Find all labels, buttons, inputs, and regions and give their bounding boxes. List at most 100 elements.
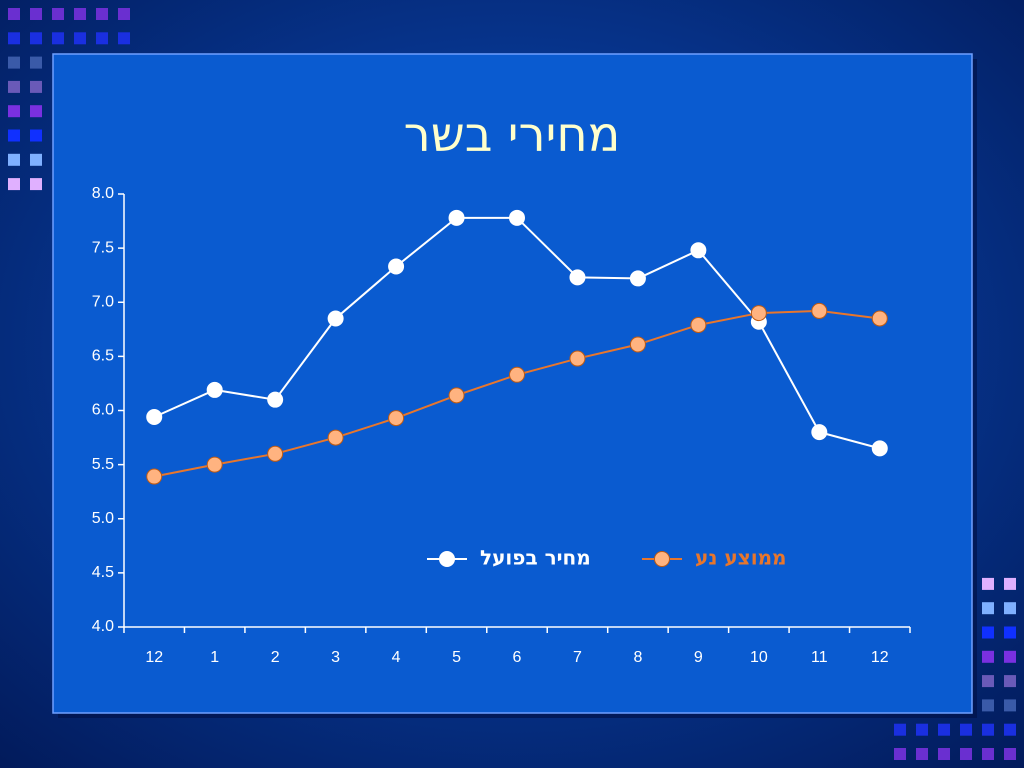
x-tick-label: 5 bbox=[452, 649, 461, 666]
deco-square bbox=[74, 8, 86, 20]
data-point bbox=[267, 391, 284, 408]
deco-square bbox=[96, 32, 108, 45]
y-tick-label: 7.0 bbox=[92, 293, 114, 310]
legend-marker bbox=[654, 551, 670, 567]
deco-square bbox=[916, 723, 928, 736]
data-point bbox=[388, 410, 405, 427]
deco-square bbox=[30, 32, 42, 45]
deco-square bbox=[938, 748, 950, 760]
data-point bbox=[267, 445, 284, 462]
y-tick-label: 4.0 bbox=[92, 618, 114, 635]
deco-square bbox=[960, 723, 972, 736]
y-tick-label: 4.5 bbox=[92, 564, 114, 581]
x-tick-label: 12 bbox=[145, 649, 163, 666]
deco-square bbox=[982, 675, 994, 688]
y-tick-label: 8.0 bbox=[92, 185, 114, 202]
deco-square bbox=[74, 32, 86, 45]
deco-square bbox=[894, 748, 906, 760]
deco-square bbox=[982, 748, 994, 760]
data-point bbox=[690, 242, 707, 259]
x-tick-label: 8 bbox=[633, 649, 642, 666]
deco-square bbox=[1004, 699, 1016, 712]
y-tick-label: 6.0 bbox=[92, 402, 114, 419]
deco-square bbox=[1004, 748, 1016, 760]
deco-square bbox=[982, 723, 994, 736]
deco-square bbox=[30, 80, 42, 93]
y-tick-label: 5.5 bbox=[92, 456, 114, 473]
data-point bbox=[871, 310, 888, 327]
x-tick-label: 10 bbox=[750, 649, 768, 666]
chart-title: מחירי בשר bbox=[404, 107, 621, 163]
deco-square bbox=[8, 105, 20, 118]
data-point bbox=[448, 209, 465, 226]
data-point bbox=[629, 270, 646, 287]
legend-marker bbox=[439, 551, 455, 567]
data-point bbox=[146, 408, 163, 425]
deco-square bbox=[30, 129, 42, 142]
deco-square bbox=[1004, 626, 1016, 639]
deco-square bbox=[30, 105, 42, 118]
data-point bbox=[509, 209, 525, 226]
data-point bbox=[750, 305, 767, 322]
data-point bbox=[206, 381, 223, 398]
data-point bbox=[811, 302, 828, 319]
panel bbox=[52, 53, 973, 714]
deco-square bbox=[118, 32, 130, 45]
data-point bbox=[327, 310, 344, 327]
data-point bbox=[871, 440, 888, 457]
deco-square bbox=[8, 178, 20, 191]
deco-square bbox=[1004, 650, 1016, 663]
deco-square bbox=[982, 602, 994, 615]
x-tick-label: 7 bbox=[573, 649, 582, 666]
data-point bbox=[509, 366, 525, 383]
data-point bbox=[327, 429, 344, 446]
deco-square bbox=[30, 8, 42, 20]
deco-square bbox=[8, 32, 20, 45]
y-tick-label: 7.5 bbox=[92, 239, 114, 256]
deco-square bbox=[8, 129, 20, 142]
y-tick-label: 5.0 bbox=[92, 510, 114, 527]
data-point bbox=[811, 424, 828, 441]
deco-square bbox=[30, 178, 42, 191]
data-point bbox=[146, 468, 163, 485]
deco-square bbox=[30, 56, 42, 69]
deco-square bbox=[938, 723, 950, 736]
x-tick-label: 12 bbox=[871, 649, 889, 666]
plot: 4.04.55.05.56.06.57.07.58.012 1 2 3 4 5 6 7 8 9 10… bbox=[92, 185, 911, 666]
data-point bbox=[388, 258, 405, 275]
deco-square bbox=[982, 626, 994, 639]
data-point bbox=[206, 456, 223, 473]
deco-square bbox=[52, 32, 64, 45]
deco-square bbox=[118, 8, 130, 20]
deco-square bbox=[916, 748, 928, 760]
deco-square bbox=[52, 8, 64, 20]
deco-square bbox=[982, 650, 994, 663]
legend-label: ממוצע נע bbox=[695, 546, 787, 570]
data-point bbox=[690, 316, 707, 333]
deco-square bbox=[1004, 602, 1016, 615]
data-point bbox=[629, 336, 646, 353]
deco-square bbox=[982, 577, 994, 590]
deco-square bbox=[894, 723, 906, 736]
deco-square bbox=[8, 56, 20, 69]
x-tick-label: 2 bbox=[271, 649, 280, 666]
deco-square bbox=[1004, 577, 1016, 590]
x-tick-label: 4 bbox=[392, 649, 401, 666]
x-tick-label: 9 bbox=[694, 649, 703, 666]
deco-square bbox=[8, 8, 20, 20]
deco-square bbox=[8, 153, 20, 166]
deco-square bbox=[1004, 723, 1016, 736]
x-tick-label: 3 bbox=[331, 649, 340, 666]
deco-square bbox=[96, 8, 108, 20]
legend-label: מחיר בפועל bbox=[480, 546, 591, 570]
deco-square bbox=[960, 748, 972, 760]
deco-square bbox=[1004, 675, 1016, 688]
deco-square bbox=[8, 80, 20, 93]
deco-square bbox=[982, 699, 994, 712]
data-point bbox=[569, 269, 586, 286]
data-point bbox=[569, 350, 586, 367]
decoration bbox=[8, 8, 1016, 760]
x-tick-label: 1 bbox=[210, 649, 219, 666]
